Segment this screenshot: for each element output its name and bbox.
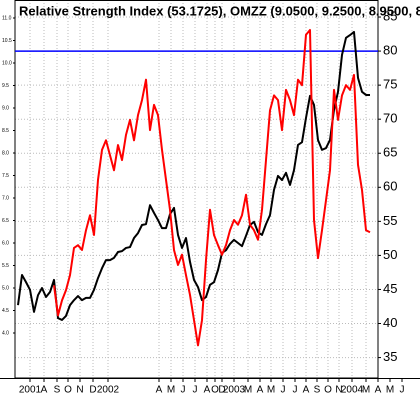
y2-tick-label: 70 (383, 111, 397, 126)
y-tick-label: 5.0 (2, 285, 9, 291)
y2-tick-label: 80 (383, 43, 397, 58)
y-tick-label: 8.0 (2, 150, 9, 156)
x-tick-label: M (267, 385, 275, 396)
y2-tick-label: 45 (383, 281, 397, 296)
y-tick-label: 9.5 (2, 83, 9, 89)
y-tick-label: 10.5 (2, 38, 12, 44)
x-tick-label: 2004 (341, 385, 364, 396)
x-tick-label: M (244, 385, 252, 396)
y-tick-label: 10.0 (2, 60, 12, 66)
y2-tick-label: 50 (383, 247, 397, 262)
y2-tick-label: 85 (383, 8, 397, 23)
y-tick-label: 6.0 (2, 240, 9, 246)
x-tick-label: 2003 (223, 385, 246, 396)
y-tick-label: 7.0 (2, 195, 9, 201)
y2-tick-label: 55 (383, 213, 397, 228)
y2-tick-label: 65 (383, 145, 397, 160)
x-tick-label: A (204, 385, 211, 396)
y2-tick-label: 60 (383, 179, 397, 194)
y-tick-label: 8.5 (2, 128, 9, 134)
x-tick-label: D (218, 385, 225, 396)
x-tick-label: 2002 (97, 385, 120, 396)
x-tick-label: 2001 (19, 385, 42, 396)
y2-tick-label: 35 (383, 349, 397, 364)
x-tick-label: O (324, 385, 332, 396)
x-tick-label: J (193, 385, 198, 396)
chart-title: Relative Strength Index (53.1725), OMZZ … (19, 3, 420, 18)
x-tick-label: S (314, 385, 321, 396)
y2-tick-label: 40 (383, 315, 397, 330)
y-tick-label: 4.0 (2, 330, 9, 336)
x-tick-label: A (41, 385, 48, 396)
y-tick-label: 5.5 (2, 263, 9, 269)
y-tick-label: 4.5 (2, 308, 9, 314)
x-tick-label: A (257, 385, 264, 396)
y-tick-label: 7.5 (2, 173, 9, 179)
x-tick-label: A (156, 385, 163, 396)
x-tick-label: J (293, 385, 298, 396)
x-tick-label: S (54, 385, 61, 396)
y-tick-label: 6.5 (2, 218, 9, 224)
x-tick-label: D (89, 385, 96, 396)
x-tick-label: J (281, 385, 286, 396)
x-tick-label: M (386, 385, 394, 396)
x-tick-label: A (375, 385, 382, 396)
x-tick-label: M (362, 385, 370, 396)
x-tick-label: M (167, 385, 175, 396)
x-tick-label: N (76, 385, 83, 396)
y-tick-label: 11.0 (2, 15, 12, 21)
x-tick-label: J (400, 385, 405, 396)
x-tick-label: N (335, 385, 342, 396)
y-tick-label: 9.0 (2, 105, 9, 111)
x-tick-label: J (181, 385, 186, 396)
x-tick-label: O (64, 385, 72, 396)
y2-tick-label: 75 (383, 77, 397, 92)
x-tick-label: A (303, 385, 310, 396)
x-tick-label: O (211, 385, 219, 396)
series-line (53, 28, 371, 347)
